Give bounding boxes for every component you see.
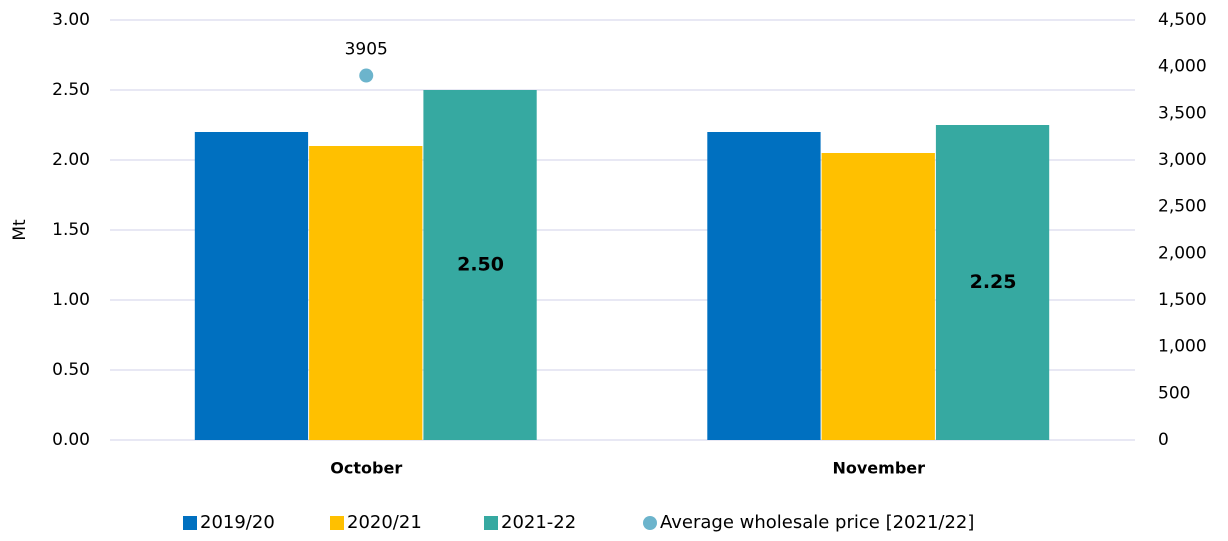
y-tick-label: 0.00 xyxy=(52,430,90,450)
legend-swatch xyxy=(484,516,498,530)
x-tick-label: November xyxy=(832,459,925,478)
y2-tick-label: 0 xyxy=(1158,430,1169,450)
legend-label: 2019/20 xyxy=(200,512,275,533)
legend-swatch xyxy=(183,516,197,530)
bar xyxy=(309,146,423,440)
legend-label: 2021-22 xyxy=(501,512,576,533)
bar xyxy=(821,153,935,440)
legend-swatch xyxy=(643,516,657,530)
bar xyxy=(194,132,309,440)
y2-tick-label: 1,000 xyxy=(1158,337,1207,357)
y-axis-title: Mt xyxy=(10,219,30,241)
y-tick-label: 0.50 xyxy=(52,360,90,380)
y2-tick-label: 1,500 xyxy=(1158,290,1207,310)
y2-tick-label: 2,500 xyxy=(1158,197,1207,217)
y-tick-label: 1.00 xyxy=(52,290,90,310)
data-label: 2.25 xyxy=(970,271,1017,293)
y-tick-label: 3.00 xyxy=(52,10,90,30)
y-tick-label: 2.00 xyxy=(52,150,90,170)
y2-tick-label: 4,500 xyxy=(1158,10,1207,30)
y-tick-label: 2.50 xyxy=(52,80,90,100)
data-label: 3905 xyxy=(345,40,388,60)
bar xyxy=(707,132,821,440)
x-tick-label: October xyxy=(330,459,402,478)
y2-tick-label: 4,000 xyxy=(1158,57,1207,77)
y2-tick-label: 3,000 xyxy=(1158,150,1207,170)
data-label: 2.50 xyxy=(457,254,504,276)
price-point xyxy=(359,68,374,83)
bar xyxy=(935,125,1050,440)
legend-label: 2020/21 xyxy=(347,512,422,533)
legend-label: Average wholesale price [2021/22] xyxy=(660,512,974,533)
bar xyxy=(423,90,537,440)
y-tick-label: 1.50 xyxy=(52,220,90,240)
y2-tick-label: 2,000 xyxy=(1158,243,1207,263)
legend-swatch xyxy=(330,516,344,530)
y2-tick-label: 500 xyxy=(1158,383,1190,403)
y2-tick-label: 3,500 xyxy=(1158,103,1207,123)
